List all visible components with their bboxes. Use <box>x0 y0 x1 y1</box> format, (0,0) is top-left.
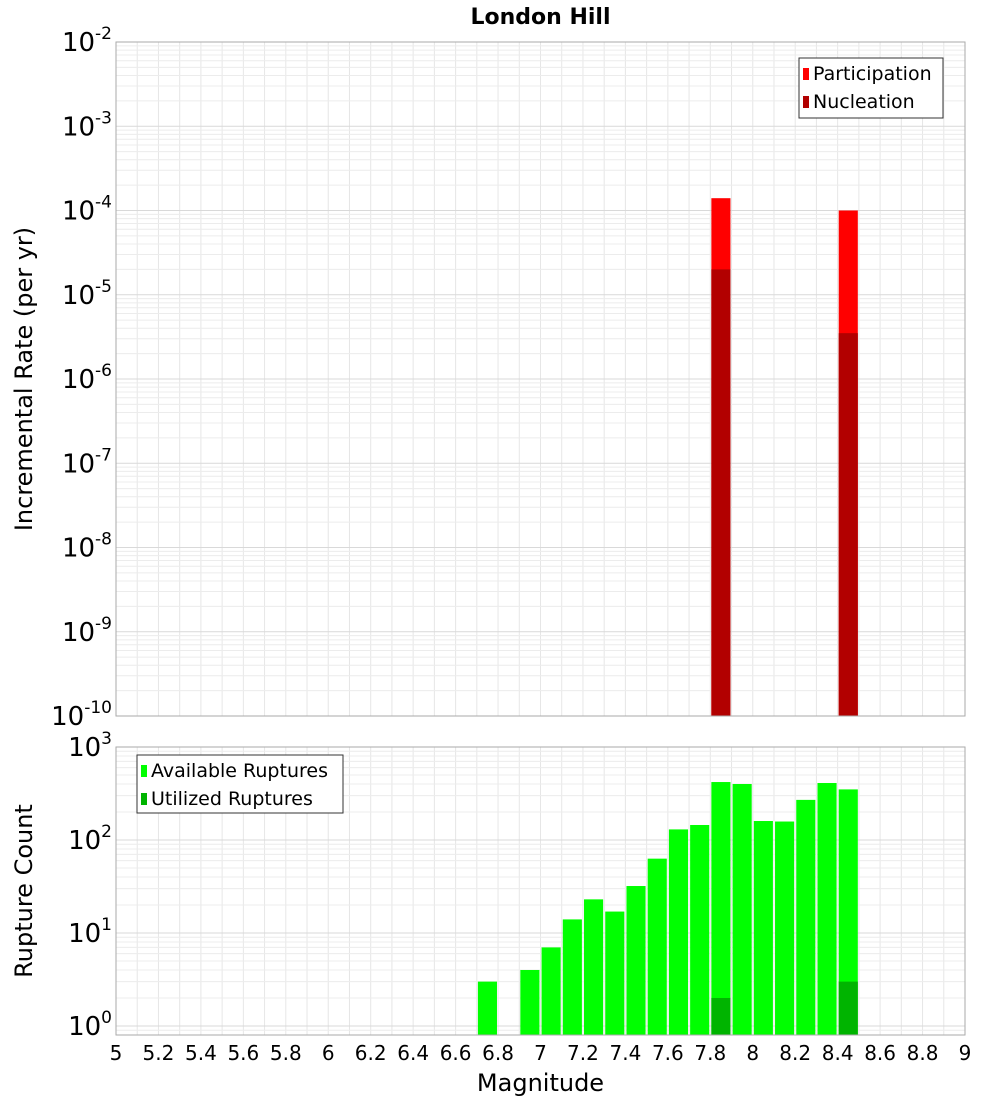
legend-swatch <box>141 793 147 805</box>
x-tick-label: 6.4 <box>397 1041 429 1065</box>
bar-available-ruptures <box>838 789 858 1035</box>
x-tick-label: 7 <box>534 1041 547 1065</box>
bar-available-ruptures <box>668 829 689 1035</box>
y-tick-label: 10-6 <box>62 361 112 395</box>
x-tick-label: 8.6 <box>864 1041 896 1065</box>
bar-nucleation <box>711 269 731 716</box>
y-axis-label: Rupture Count <box>10 804 38 978</box>
bar-available-ruptures <box>520 969 540 1035</box>
bar-available-ruptures <box>477 981 497 1035</box>
x-tick-label: 7.4 <box>609 1041 641 1065</box>
y-tick-label: 10-9 <box>62 614 112 648</box>
x-tick-label: 5.8 <box>270 1041 302 1065</box>
y-tick-label: 100 <box>68 1008 112 1042</box>
bar-available-ruptures <box>753 821 773 1035</box>
y-tick-label: 101 <box>68 915 112 949</box>
x-tick-label: 6.2 <box>355 1041 387 1065</box>
legend-label: Available Ruptures <box>151 760 328 782</box>
x-axis-label: Magnitude <box>477 1069 604 1097</box>
bar-available-ruptures <box>732 784 752 1035</box>
chart-title: London Hill <box>470 5 610 30</box>
bar-available-ruptures <box>541 947 561 1035</box>
bar-utilized-ruptures <box>711 997 731 1035</box>
plot-frame <box>115 41 966 717</box>
bar-available-ruptures <box>647 858 667 1035</box>
legend-label: Utilized Ruptures <box>151 788 313 810</box>
x-tick-label: 5.4 <box>185 1041 217 1065</box>
plot-frame <box>115 746 966 1036</box>
x-tick-label: 6.8 <box>482 1041 514 1065</box>
y-tick-label: 10-8 <box>62 530 112 564</box>
legend-label: Nucleation <box>813 91 915 113</box>
x-tick-label: 8.8 <box>907 1041 939 1065</box>
bar-nucleation <box>838 333 858 716</box>
x-tick-label: 6 <box>322 1041 335 1065</box>
bar-available-ruptures <box>605 911 625 1035</box>
bar-utilized-ruptures <box>838 981 858 1035</box>
legend-swatch <box>803 96 809 108</box>
bar-available-ruptures <box>817 783 837 1035</box>
bar-available-ruptures <box>562 919 582 1035</box>
x-tick-label: 9 <box>959 1041 972 1065</box>
chart-panel-1: 10-10 10-9 10-8 10-7 10-6 10-5 10-4 10-3 10-2 Inc… <box>10 5 966 732</box>
y-axis-label: Incremental Rate (per yr) <box>10 227 38 531</box>
x-tick-label: 5 <box>110 1041 123 1065</box>
x-tick-label: 8.4 <box>822 1041 854 1065</box>
y-tick-label: 10-4 <box>62 193 112 227</box>
x-tick-label: 7.2 <box>567 1041 599 1065</box>
y-tick-label: 10-3 <box>62 108 112 142</box>
bar-available-ruptures <box>584 899 604 1035</box>
bar-available-ruptures <box>626 886 646 1035</box>
x-tick-label: 5.2 <box>143 1041 175 1065</box>
bar-available-ruptures <box>796 799 816 1035</box>
bar-available-ruptures <box>775 821 795 1035</box>
y-tick-label: 10-5 <box>62 277 112 311</box>
y-tick-label: 10-7 <box>62 445 112 479</box>
legend-swatch <box>803 68 809 80</box>
y-tick-label: 10-10 <box>51 698 112 732</box>
legend-swatch <box>141 765 147 777</box>
legend-label: Participation <box>813 63 932 85</box>
x-tick-label: 7.6 <box>652 1041 684 1065</box>
legend-box <box>136 754 344 814</box>
x-tick-label: 8 <box>746 1041 759 1065</box>
y-tick-label: 103 <box>68 729 112 763</box>
x-tick-label: 8.2 <box>779 1041 811 1065</box>
x-tick-label: 7.8 <box>694 1041 726 1065</box>
bar-available-ruptures <box>690 824 710 1035</box>
x-tick-label: 5.6 <box>227 1041 259 1065</box>
y-tick-label: 10-2 <box>62 24 112 58</box>
x-tick-label: 6.6 <box>440 1041 472 1065</box>
legend-box <box>798 57 944 119</box>
y-tick-label: 102 <box>68 822 112 856</box>
bar-available-ruptures <box>711 782 731 1035</box>
